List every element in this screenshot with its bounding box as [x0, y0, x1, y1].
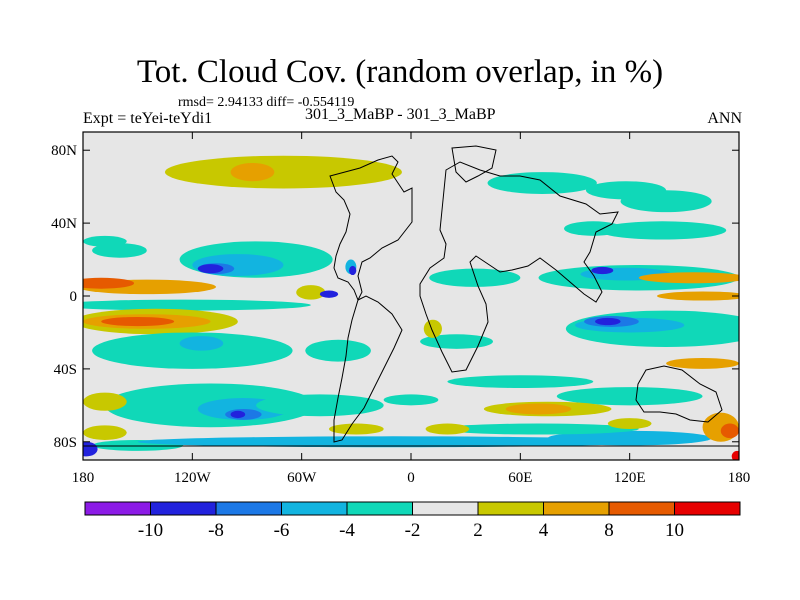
- x-tick-label-4: 60E: [508, 470, 532, 486]
- contour-region-30: [83, 425, 127, 440]
- contour-region-55: [438, 423, 639, 435]
- y-tick-label-3: 40S: [54, 362, 77, 378]
- contour-region-34: [296, 285, 326, 300]
- colorbar-swatch-7: [543, 501, 610, 516]
- coastline-eurasia-africa: [419, 161, 619, 373]
- x-tick-label-3: 0: [407, 470, 415, 486]
- contour-region-42: [591, 266, 614, 275]
- colorbar-label-8: 10: [665, 520, 684, 541]
- contour-region-58: [607, 418, 652, 430]
- colorbar-swatch-9: [674, 501, 741, 516]
- contour-region-21: [179, 336, 224, 351]
- x-tick-label-5: 120E: [614, 470, 646, 486]
- contour-region-43: [638, 272, 739, 284]
- contour-region-7: [564, 221, 623, 236]
- experiment-label: Expt = teYei-teYdi1: [83, 110, 213, 127]
- contour-region-3: [487, 172, 597, 194]
- colorbar-swatch-4: [346, 501, 413, 516]
- contour-region-57: [329, 423, 384, 435]
- contour-region-16: [83, 299, 311, 311]
- colorbar-swatch-1: [150, 501, 217, 516]
- contour-region-1: [165, 155, 402, 189]
- contour-region-39: [423, 319, 442, 338]
- colorbar-label-1: -8: [208, 520, 224, 541]
- case-label: 301_3_MaBP - 301_3_MaBP: [305, 106, 496, 123]
- colorbar-label-2: -6: [274, 520, 290, 541]
- contour-region-11: [197, 264, 224, 274]
- season-label: ANN: [707, 110, 742, 127]
- stats-text: rmsd= 2.94133 diff= -0.554119: [178, 95, 355, 110]
- x-tick-label-2: 60W: [287, 470, 317, 486]
- x-tick-label-0: 180: [72, 470, 95, 486]
- y-tick-label-0: 80N: [51, 143, 77, 159]
- contour-region-28: [547, 430, 712, 446]
- colorbar-swatch-6: [477, 501, 544, 516]
- contour-region-54: [505, 403, 572, 415]
- contour-region-56: [425, 423, 470, 435]
- contour-region-5: [620, 190, 712, 213]
- coastline-greenland: [451, 145, 497, 183]
- x-tick-label-1: 120W: [174, 470, 212, 486]
- contour-region-32: [256, 394, 384, 417]
- contour-region-48: [595, 317, 621, 326]
- x-tick-label-6: 180: [728, 470, 751, 486]
- contour-region-44: [657, 291, 739, 301]
- colorbar-label-6: 4: [539, 520, 549, 541]
- contour-region-2: [230, 162, 275, 182]
- contour-region-51: [447, 375, 594, 389]
- contour-region-49: [666, 357, 739, 369]
- contour-region-29: [83, 392, 127, 411]
- axis-ticks: 180 120W 60W 0 60E 120E 180 80N 40N 0 40S 80S: [51, 132, 750, 486]
- colorbar: -10 -8 -6 -4 -2 2 4 8 10: [84, 501, 741, 541]
- coastline-north-america: [329, 155, 413, 302]
- continent-outlines: [83, 145, 739, 447]
- contour-region-61: [83, 441, 98, 457]
- contour-region-35: [319, 290, 339, 298]
- y-tick-label-4: 80S: [54, 435, 77, 451]
- y-tick-label-1: 40N: [51, 216, 77, 232]
- contour-region-62: [731, 450, 739, 460]
- colorbar-label-4: -2: [405, 520, 421, 541]
- chart-title: Tot. Cloud Cov. (random overlap, in %): [136, 54, 664, 90]
- contour-region-60: [720, 423, 739, 439]
- colorbar-label-3: -4: [339, 520, 355, 541]
- contour-region-6: [598, 221, 727, 240]
- contour-region-19: [101, 316, 175, 327]
- contour-region-12: [92, 243, 147, 258]
- colorbar-label-0: -10: [138, 520, 163, 541]
- colorbar-label-5: 2: [473, 520, 483, 541]
- contour-region-15: [83, 277, 135, 289]
- colorbar-swatch-0: [84, 501, 151, 516]
- coastline-south-america: [333, 295, 403, 443]
- contour-region-50: [556, 387, 703, 406]
- colorbar-swatch-5: [412, 501, 479, 516]
- colorbar-swatch-3: [281, 501, 348, 516]
- colorbar-swatch-8: [608, 501, 675, 516]
- colorbar-label-7: 8: [604, 520, 614, 541]
- colorbar-swatch-2: [215, 501, 282, 516]
- contour-region-37: [349, 265, 357, 276]
- contour-region-31: [305, 339, 371, 362]
- contour-fields: [83, 155, 739, 460]
- contour-region-20: [92, 332, 293, 369]
- contour-region-27: [137, 436, 648, 448]
- y-tick-label-2: 0: [70, 289, 78, 305]
- contour-region-38: [420, 334, 493, 349]
- contour-region-13: [83, 235, 127, 247]
- coastline-australia: [635, 365, 723, 423]
- contour-region-52: [383, 394, 439, 406]
- contour-region-25: [230, 410, 246, 419]
